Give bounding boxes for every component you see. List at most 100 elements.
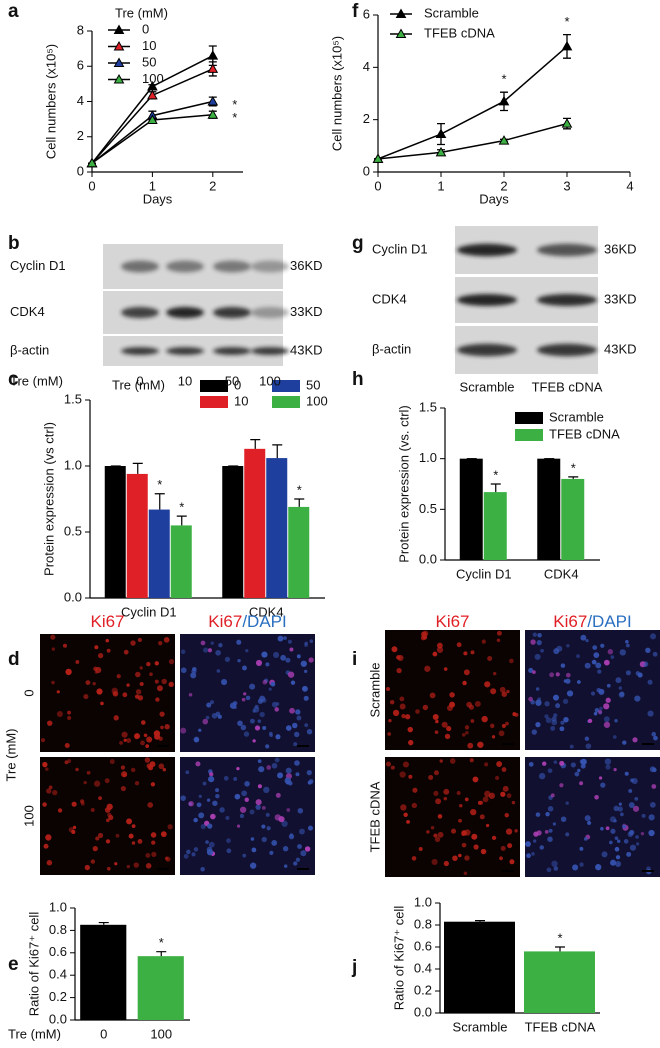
cell-nucleus [550,725,556,731]
cell-nucleus [156,685,163,692]
cell-nucleus [300,850,307,857]
legend-label: 0 [234,377,241,392]
cell-nucleus [525,841,531,847]
x-tick-label: Cyclin D1 [121,604,177,619]
cell-nucleus [237,720,243,727]
cell-nucleus [535,722,541,728]
cell-nucleus [443,667,448,671]
cell-nucleus [168,659,175,665]
cell-nucleus [295,772,300,777]
x-tick-label: CDK4 [249,604,284,619]
cell-nucleus [496,630,502,636]
y-tick-label: 1.0 [419,450,437,465]
legend-title: Tre (mM) [112,377,165,392]
cell-nucleus [544,830,549,834]
cell-nucleus [399,696,405,702]
blot-band [213,306,251,319]
cell-nucleus [266,765,272,770]
cell-nucleus [304,669,308,673]
cell-nucleus [552,694,559,701]
cell-nucleus [500,791,506,797]
cell-nucleus [249,809,255,815]
y-tick-label: 0.2 [414,982,432,997]
y-tick-label: 6 [363,6,370,21]
cell-nucleus [599,706,603,711]
cell-nucleus [195,761,201,767]
cell-nucleus [546,867,552,873]
cell-nucleus [220,679,228,686]
legend-label: 100 [306,393,328,408]
cell-nucleus [399,703,406,710]
cell-nucleus [532,632,537,637]
cell-nucleus [265,662,270,667]
y-tick-label: 6 [77,58,84,73]
cell-nucleus [261,698,267,703]
cell-nucleus [240,724,247,731]
cell-nucleus [52,789,58,796]
cell-nucleus [164,856,169,860]
cell-nucleus [215,788,220,793]
cell-nucleus [577,768,581,773]
cell-nucleus [456,791,461,795]
cell-nucleus [285,725,292,731]
cell-nucleus [613,805,619,812]
cell-nucleus [158,640,163,646]
cell-nucleus [437,814,443,819]
significance-mark: * [157,477,162,492]
cell-nucleus [619,649,626,656]
cell-nucleus [415,709,420,714]
x-tick-label: 2 [500,178,507,193]
cell-nucleus [514,829,518,833]
cell-nucleus [143,733,148,738]
cell-nucleus [293,742,298,747]
cell-nucleus [651,731,657,737]
cell-nucleus [537,697,542,702]
cell-nucleus [566,644,570,648]
cell-nucleus [624,771,629,776]
bar [137,956,184,1020]
cell-nucleus [432,713,439,720]
cell-nucleus [565,801,569,805]
cell-nucleus [530,639,536,645]
blot-band [251,347,289,355]
bar [288,506,310,598]
cell-nucleus [289,707,295,714]
cell-nucleus [615,861,622,867]
y-tick-label: 8 [77,22,84,37]
cell-nucleus [257,759,262,764]
cell-nucleus [180,727,187,734]
cell-nucleus [306,729,313,735]
cell-nucleus [224,656,231,663]
cell-nucleus [632,805,640,812]
y-tick-label: 1.5 [419,399,437,414]
blot-band [536,243,598,257]
cell-nucleus [560,816,567,822]
marker [498,95,510,106]
significance-mark: * [557,930,562,945]
cell-nucleus [533,831,539,837]
cell-nucleus [391,646,398,653]
cell-nucleus [191,852,196,857]
cell-nucleus [146,736,153,743]
cell-nucleus [160,831,167,838]
cell-nucleus [274,707,280,712]
cell-nucleus [167,824,173,830]
cell-nucleus [405,714,411,720]
cell-nucleus [496,761,503,767]
cell-nucleus [403,812,408,818]
cell-nucleus [168,681,174,688]
x-tick-label: 0 [88,178,95,193]
cell-nucleus [200,867,205,872]
cell-nucleus [275,734,281,740]
legend-label: Scramble [549,409,604,424]
cell-nucleus [532,670,536,674]
cell-nucleus [123,649,129,655]
cell-nucleus [100,701,104,706]
cell-nucleus [481,715,488,723]
blot-band [166,260,204,273]
cell-nucleus [535,687,540,691]
cell-nucleus [408,774,413,779]
cell-nucleus [151,851,157,857]
cell-nucleus [243,692,247,696]
cell-nucleus [296,715,302,721]
